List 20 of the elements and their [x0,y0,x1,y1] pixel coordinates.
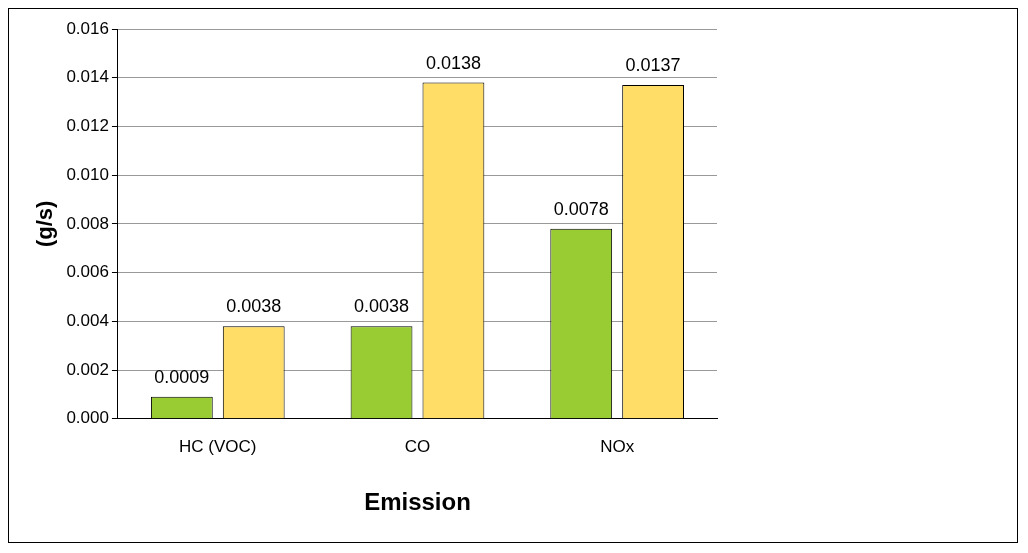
data-label: 0.0038 [226,296,282,317]
x-tick-label: CO [404,436,431,456]
data-label: 0.0078 [553,198,609,219]
x-tick-label: HC (VOC) [179,436,257,456]
y-tick-label: 0.010 [66,164,109,184]
y-tick-label: 0.008 [66,213,109,233]
y-tick-label: 0.012 [66,116,109,136]
y-tick-label: 0.004 [66,311,109,331]
y-tick-label: 0.002 [66,359,109,379]
y-tick-label: 0.014 [66,67,109,87]
data-label: 0.0038 [354,296,410,317]
x-axis-title: Emission [364,488,471,516]
data-label: 0.0137 [625,55,681,75]
data-label: 0.0138 [425,52,481,73]
y-axis-title: (g/s) [32,200,58,248]
y-tick-label: 0.016 [66,18,109,38]
x-tick-label: NOx [600,436,635,456]
y-tick-label: 0.000 [66,408,109,428]
data-label: 0.0009 [154,366,210,387]
y-tick-label: 0.006 [66,262,109,282]
